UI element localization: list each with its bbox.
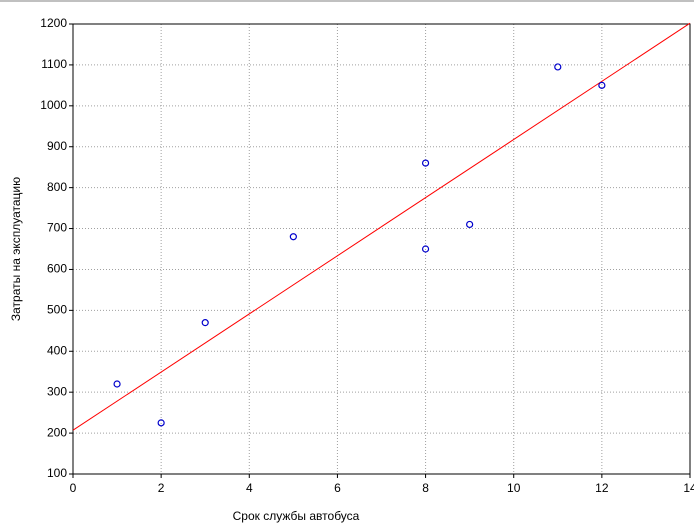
y-tick-label: 400 [47, 343, 67, 357]
data-point [598, 81, 606, 89]
y-axis-label: Затраты на эксплуатацию [9, 177, 23, 321]
x-tick-label: 4 [246, 481, 253, 495]
data-point [289, 233, 297, 241]
y-tick-label: 1200 [40, 16, 67, 30]
y-tick-label: 1100 [41, 57, 67, 71]
y-tick-label: 500 [47, 303, 67, 317]
data-point [157, 419, 165, 427]
y-tick-label: 1000 [40, 98, 67, 112]
x-tick-label: 0 [70, 481, 77, 495]
y-tick-label: 100 [47, 466, 67, 480]
x-tick-label: 8 [422, 481, 429, 495]
x-tick-label: 14 [683, 481, 694, 495]
x-tick-label: 6 [334, 481, 341, 495]
y-tick-label: 600 [47, 262, 67, 276]
data-point [554, 63, 562, 71]
fit-line [72, 22, 691, 431]
data-point [113, 380, 121, 388]
data-point [201, 319, 209, 327]
x-tick-label: 10 [507, 481, 521, 495]
y-tick-label: 300 [47, 384, 67, 398]
data-point [466, 220, 474, 229]
x-axis-label: Срок службы автобуса [233, 509, 360, 523]
x-tick-label: 2 [158, 481, 165, 495]
y-tick-label: 700 [47, 221, 67, 235]
y-tick-label: 200 [47, 425, 67, 439]
x-tick-label: 12 [595, 481, 609, 495]
y-tick-label: 800 [47, 180, 67, 194]
plot-frame [72, 23, 691, 475]
y-tick-label: 900 [47, 139, 67, 153]
data-point [421, 245, 430, 253]
data-point [421, 159, 430, 167]
